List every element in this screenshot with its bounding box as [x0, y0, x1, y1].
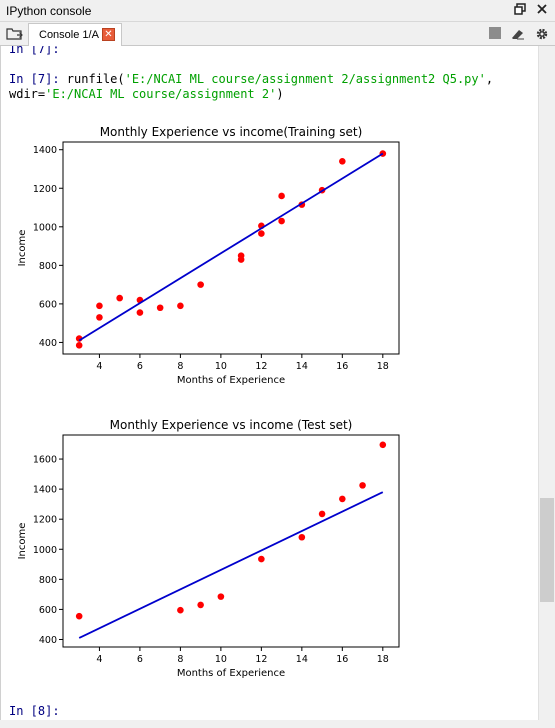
console-tab-bar: Console 1/A ✕ — [0, 22, 555, 46]
new-console-icon[interactable] — [6, 26, 24, 42]
x-tick-label: 8 — [177, 654, 183, 665]
eraser-icon[interactable] — [511, 26, 525, 45]
data-point — [298, 533, 306, 541]
data-point — [96, 302, 103, 310]
x-tick-label: 8 — [177, 361, 183, 372]
stop-icon[interactable] — [489, 27, 501, 39]
regression-line — [78, 491, 384, 639]
data-point — [197, 281, 204, 288]
close-pane-icon[interactable] — [535, 3, 549, 17]
data-point — [278, 192, 285, 200]
y-tick-label: 600 — [39, 299, 57, 310]
x-tick-label: 18 — [377, 361, 389, 372]
data-point — [197, 601, 204, 609]
plot-area — [62, 434, 400, 648]
x-tick-label: 14 — [296, 361, 308, 372]
cmd-part1: runfile( — [59, 72, 125, 86]
data-point — [359, 482, 366, 489]
cmd-part2: , — [485, 72, 494, 86]
data-point — [75, 612, 83, 620]
y-tick-label: 800 — [39, 261, 57, 272]
scrollbar-thumb[interactable] — [540, 498, 554, 602]
tab-console-1a[interactable]: Console 1/A ✕ — [28, 23, 122, 46]
gear-icon[interactable] — [535, 26, 549, 45]
x-tick-label: 10 — [215, 654, 227, 665]
x-tick-label: 12 — [255, 361, 267, 372]
data-point — [258, 555, 265, 563]
y-tick-label: 1000 — [33, 222, 57, 233]
y-tick-label: 1200 — [33, 515, 57, 526]
data-point — [96, 314, 103, 321]
y-tick-label: 1200 — [33, 184, 57, 195]
x-tick-label: 6 — [137, 654, 143, 665]
x-tick-label: 6 — [137, 361, 143, 372]
x-tick-label: 4 — [96, 361, 102, 372]
data-point — [278, 217, 285, 225]
pane-title-bar: IPython console — [0, 0, 555, 22]
cmd-str1: 'E:/NCAI ML course/assignment 2/assignme… — [124, 72, 486, 86]
command-line-2: wdir='E:/NCAI ML course/assignment 2') — [9, 87, 284, 101]
x-tick-label: 4 — [96, 654, 102, 665]
data-point — [339, 157, 346, 165]
top-prompt: In [7]: — [9, 46, 60, 56]
y-tick-label: 400 — [39, 338, 57, 349]
horizontal-scrollbar[interactable] — [0, 720, 555, 728]
chart-title: Monthly Experience vs income(Training se… — [100, 125, 363, 139]
prompt-in7: In [7]: — [9, 72, 60, 86]
x-axis-label: Months of Experience — [177, 668, 285, 679]
data-point — [379, 441, 387, 449]
cmd-str2: 'E:/NCAI ML course/assignment 2' — [45, 87, 277, 101]
data-point — [156, 304, 164, 312]
data-point — [237, 252, 245, 260]
data-point — [339, 495, 346, 503]
y-axis-label: Income — [17, 523, 28, 560]
y-tick-label: 800 — [39, 575, 57, 586]
y-tick-label: 400 — [39, 635, 57, 646]
regression-line — [78, 152, 384, 342]
x-tick-label: 16 — [336, 654, 348, 665]
y-tick-label: 1600 — [33, 455, 57, 466]
y-tick-label: 600 — [39, 605, 57, 616]
undock-icon[interactable] — [513, 3, 527, 17]
x-tick-label: 16 — [336, 361, 348, 372]
cmd-end: ) — [276, 87, 284, 101]
y-tick-label: 1000 — [33, 545, 57, 556]
close-tab-icon[interactable]: ✕ — [102, 28, 115, 41]
x-tick-label: 14 — [296, 654, 308, 665]
x-axis-label: Months of Experience — [177, 375, 285, 386]
data-point — [177, 606, 184, 614]
cmd-wdir: wdir= — [9, 87, 46, 101]
tab-label: Console 1/A — [39, 29, 99, 41]
training-set-chart: Monthly Experience vs income(Training se… — [17, 125, 400, 386]
data-point — [177, 302, 184, 310]
y-tick-label: 1400 — [33, 145, 57, 156]
y-axis-label: Income — [17, 230, 28, 267]
data-point — [217, 593, 225, 600]
y-tick-label: 1400 — [33, 485, 57, 496]
x-tick-label: 18 — [377, 654, 389, 665]
command-line-1: In [7]: runfile('E:/NCAI ML course/assig… — [9, 72, 493, 86]
data-point — [318, 510, 326, 518]
bottom-prompt: In [8]: — [9, 704, 60, 718]
vertical-scrollbar[interactable] — [538, 46, 555, 720]
data-point — [75, 342, 83, 349]
data-point — [136, 309, 144, 316]
test-set-chart: Monthly Experience vs income (Test set) 4… — [17, 418, 400, 679]
console-output[interactable]: In [7]: In [7]: runfile('E:/NCAI ML cour… — [0, 46, 538, 720]
pane-title: IPython console — [6, 4, 92, 18]
x-tick-label: 12 — [255, 654, 267, 665]
x-tick-label: 10 — [215, 361, 227, 372]
chart-title: Monthly Experience vs income (Test set) — [110, 418, 353, 432]
data-point — [116, 294, 123, 302]
data-point — [258, 230, 265, 237]
